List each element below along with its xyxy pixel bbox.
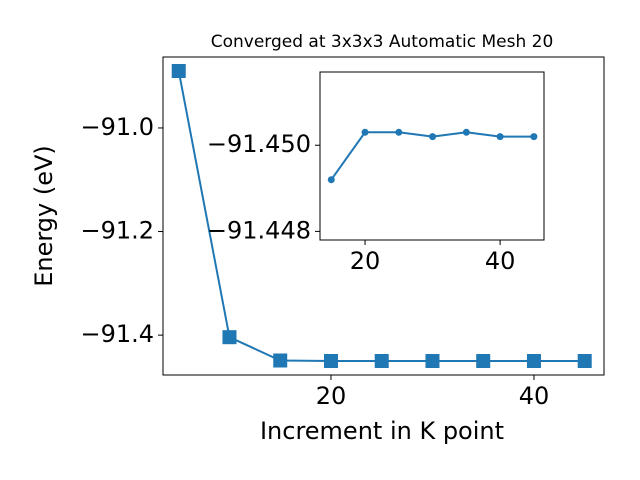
x-tick-label: 20 xyxy=(350,247,381,275)
y-tick-label: −91.0 xyxy=(80,113,154,141)
y-axis-label: Energy (eV) xyxy=(30,145,58,287)
chart-title: Converged at 3x3x3 Automatic Mesh 20 xyxy=(211,32,554,52)
marker xyxy=(462,128,470,136)
y-tick-label: −91.450 xyxy=(207,130,311,158)
marker xyxy=(476,354,491,369)
x-axis-label: Increment in K point xyxy=(260,417,504,445)
axes-frame xyxy=(319,71,545,241)
marker xyxy=(530,133,538,141)
marker xyxy=(429,133,437,141)
marker xyxy=(425,354,440,369)
x-tick-label: 20 xyxy=(316,382,347,410)
marker xyxy=(361,128,369,136)
marker xyxy=(323,354,338,369)
marker xyxy=(526,354,541,369)
marker xyxy=(577,354,592,369)
marker xyxy=(222,330,237,345)
y-tick-label: −91.4 xyxy=(80,320,154,348)
marker xyxy=(374,354,389,369)
marker xyxy=(273,353,288,368)
marker xyxy=(496,133,504,141)
marker xyxy=(171,63,186,78)
y-tick-label: −91.448 xyxy=(207,216,311,244)
marker xyxy=(395,128,403,136)
x-tick-label: 40 xyxy=(519,382,550,410)
x-tick-label: 40 xyxy=(485,247,516,275)
marker xyxy=(327,176,335,184)
y-tick-label: −91.2 xyxy=(80,217,154,245)
